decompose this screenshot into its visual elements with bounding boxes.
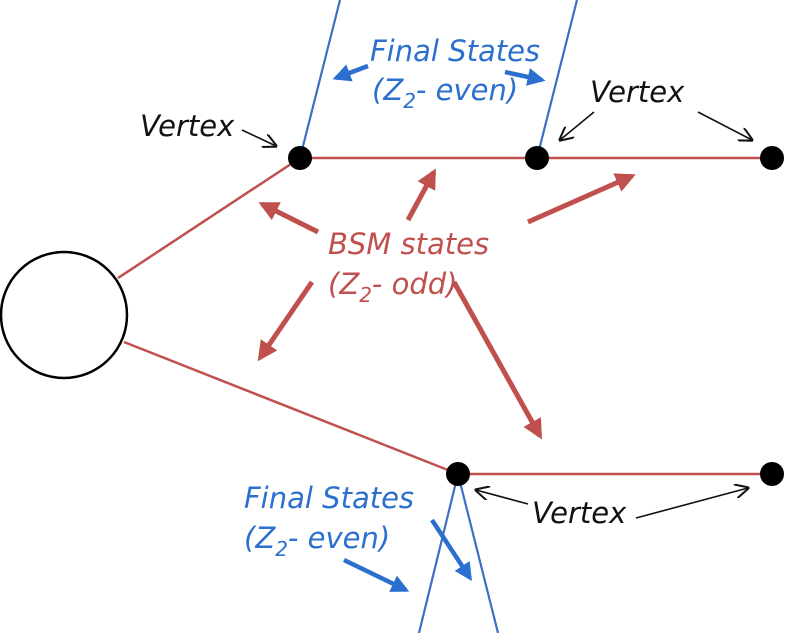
vertex-dot-upper-right xyxy=(760,146,784,170)
final-bottom-subtitle: (Z2- even) xyxy=(244,521,390,561)
bsm-arrow-to-upper-branch xyxy=(258,201,320,235)
final-arrow-bottom-left xyxy=(343,557,410,593)
bsm-arrow-to-upper-right xyxy=(526,173,636,225)
vertex-dot-upper-left xyxy=(288,146,312,170)
label-final-states-bottom: Final States (Z2- even) xyxy=(244,481,414,561)
final-arrow-top-right xyxy=(504,68,546,86)
vertex-dots xyxy=(288,146,784,486)
vertex-arrow-top-middle xyxy=(560,111,595,140)
lower-branch-line xyxy=(123,340,459,476)
bsm-arrows xyxy=(257,168,636,440)
vertex-label-left: Vertex xyxy=(140,109,235,143)
vertex-arrows xyxy=(241,111,752,519)
vertex-dot-upper-middle xyxy=(525,146,549,170)
bsm-subtitle: (Z2- odd) xyxy=(328,267,457,307)
bsm-arrow-to-lower-branch xyxy=(257,280,315,362)
vertex-arrow-top-right xyxy=(697,111,752,140)
vertex-arrow-bottom-left xyxy=(476,490,529,505)
final-arrow-top-left xyxy=(332,63,369,82)
vertex-arrow-left xyxy=(241,129,276,146)
interaction-blob xyxy=(0,250,129,380)
label-bsm-states: BSM states (Z2- odd) xyxy=(328,227,489,307)
bsm-arrow-to-lower-line xyxy=(451,280,543,440)
final-top-title: Final States xyxy=(370,34,540,68)
bsm-propagators xyxy=(117,156,772,476)
vertex-dot-lower-right xyxy=(760,462,784,486)
final-line-bottom-right xyxy=(456,473,500,633)
final-line-top-right xyxy=(535,0,579,159)
bsm-arrow-to-upper-line xyxy=(405,168,437,222)
bsm-title: BSM states xyxy=(328,227,489,261)
final-bottom-title: Final States xyxy=(244,481,414,515)
vertex-dot-lower-left xyxy=(446,462,470,486)
final-line-top-left xyxy=(298,0,342,159)
final-top-subtitle: (Z2- even) xyxy=(372,73,518,113)
final-arrows xyxy=(332,63,546,593)
final-state-lines xyxy=(298,0,579,633)
label-final-states-top: Final States (Z2- even) xyxy=(370,34,540,113)
label-vertex-group: Vertex Vertex Vertex xyxy=(140,75,685,530)
upper-branch-line xyxy=(117,156,301,280)
final-line-bottom-left xyxy=(417,473,460,633)
final-arrow-bottom-right xyxy=(430,518,472,582)
vertex-label-bottom: Vertex xyxy=(532,496,627,530)
vertex-arrow-bottom-right xyxy=(635,488,748,519)
vertex-label-top-right: Vertex xyxy=(590,75,685,109)
